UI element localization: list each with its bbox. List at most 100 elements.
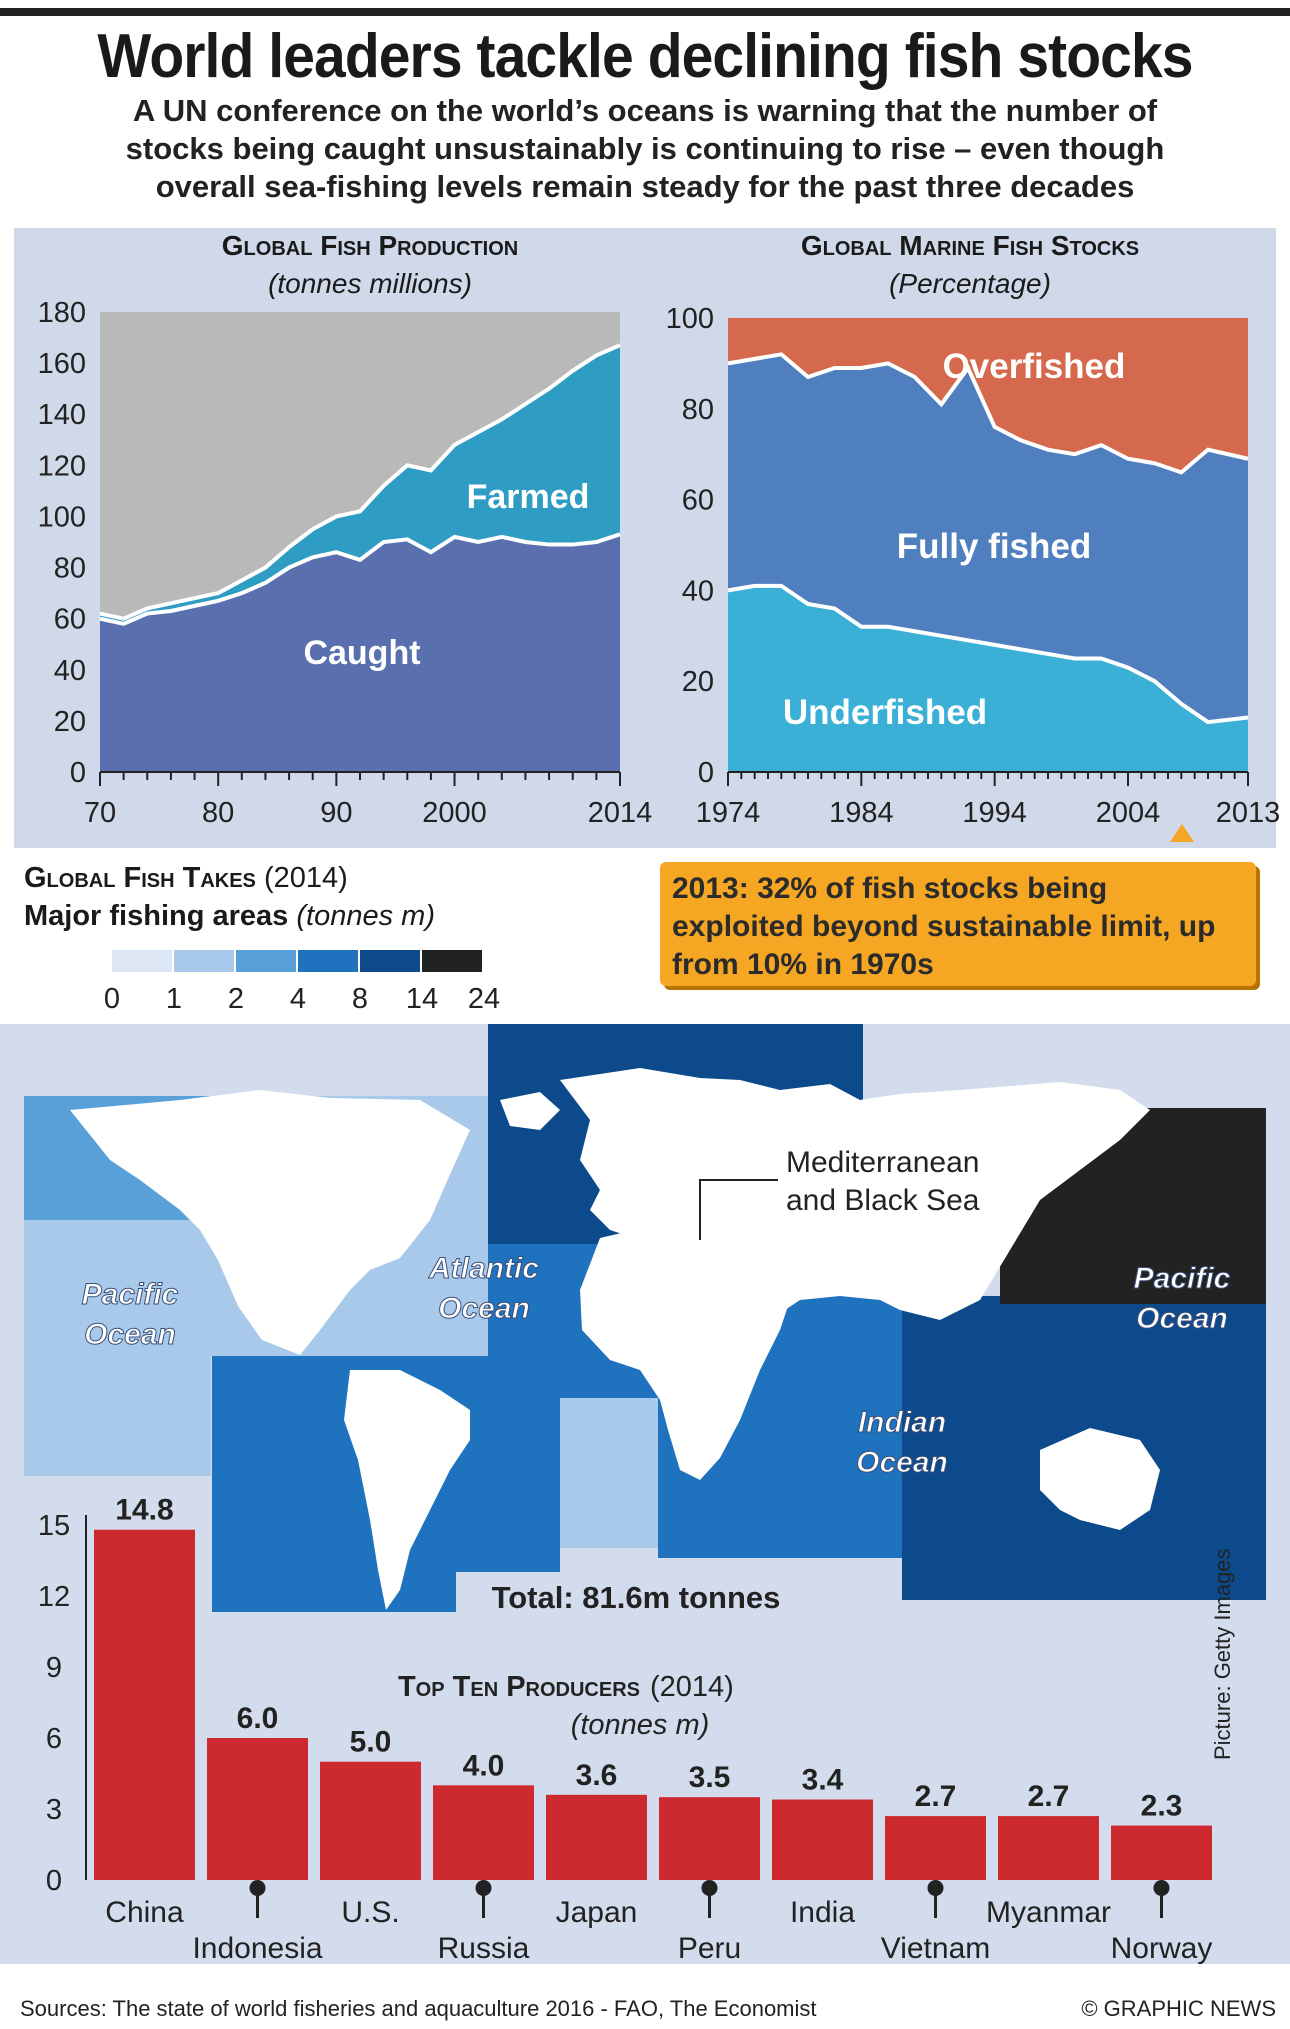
continents xyxy=(70,1068,1160,1610)
production-y-tick: 100 xyxy=(38,501,86,533)
indian-label-1: Indian xyxy=(858,1406,946,1439)
subtitle-line: A UN conference on the world’s oceans is… xyxy=(132,93,1158,128)
bar xyxy=(1111,1825,1212,1880)
stocks-y-tick: 40 xyxy=(682,575,714,607)
stocks-y-tick: 80 xyxy=(682,394,714,426)
bar-value-label: 2.7 xyxy=(915,1780,957,1813)
production-x-tick: 2000 xyxy=(422,797,487,829)
pacific-east-label-2: Ocean xyxy=(1136,1302,1228,1335)
production-x-tick: 80 xyxy=(202,797,234,829)
bar-chart-year: (2014) xyxy=(650,1671,734,1703)
bar-category-label: Vietnam xyxy=(881,1932,991,1965)
ocean-labels: Pacific Ocean Atlantic Ocean Indian Ocea… xyxy=(81,1252,1231,1480)
production-y-tick: 180 xyxy=(38,297,86,329)
production-y-tick: 160 xyxy=(38,348,86,380)
stocks-y-tick: 100 xyxy=(666,303,714,335)
production-y-tick: 120 xyxy=(38,450,86,482)
total-label-bg xyxy=(456,1572,816,1618)
overfished-label: Overfished xyxy=(943,347,1126,386)
bar xyxy=(885,1816,986,1880)
map-legend-unit: (tonnes m) xyxy=(296,900,435,932)
page-subtitle: A UN conference on the world’s oceans is… xyxy=(0,92,1290,206)
fully-fished-label: Fully fished xyxy=(897,527,1091,566)
bar-category-label: India xyxy=(790,1896,855,1929)
production-x-tick: 90 xyxy=(320,797,352,829)
production-y-tick: 140 xyxy=(38,399,86,431)
legend-swatch xyxy=(112,950,172,972)
bar xyxy=(546,1794,647,1880)
bar xyxy=(207,1738,308,1880)
atlantic-label-2: Ocean xyxy=(438,1292,530,1325)
legend-tick: 2 xyxy=(228,983,244,1010)
pacific-west-label-1: Pacific xyxy=(82,1278,179,1311)
production-y-tick: 20 xyxy=(54,706,86,738)
bar-category-label: Peru xyxy=(678,1932,741,1965)
stocks-x-tick: 1974 xyxy=(696,797,761,829)
production-x-tick: 70 xyxy=(84,797,116,829)
atlantic-label-1: Atlantic xyxy=(428,1252,539,1285)
production-x-tick: 2014 xyxy=(588,797,653,829)
stocks-chart-title: Global Marine Fish Stocks xyxy=(800,230,1140,261)
legend-swatch xyxy=(422,950,482,972)
page-title: World leaders tackle declining fish stoc… xyxy=(97,22,1193,91)
greenland xyxy=(500,1092,560,1130)
stocks-x-tick: 1984 xyxy=(829,797,894,829)
zone-pacific-ne xyxy=(24,1220,211,1476)
caught-label: Caught xyxy=(303,634,420,672)
bar-value-label: 6.0 xyxy=(237,1702,279,1735)
production-y-tick: 40 xyxy=(54,655,86,687)
legend-tick: 24 xyxy=(468,983,500,1010)
bar-y-tick: 6 xyxy=(46,1723,62,1755)
underfished-line xyxy=(727,583,1249,725)
map-legend-sub: Major fishing areas xyxy=(24,900,289,932)
legend-swatch xyxy=(360,950,420,972)
legend-tick: 1 xyxy=(166,983,182,1010)
map-legend-subtitle: Major fishing areas (tonnes m) xyxy=(24,900,435,933)
callout-box: 2013: 32% of fish stocks being exploited… xyxy=(660,862,1256,986)
bar-value-label: 4.0 xyxy=(463,1749,505,1782)
stocks-y-tick: 60 xyxy=(682,485,714,517)
med-label-1: Mediterranean xyxy=(786,1146,979,1179)
bar-y-tick: 12 xyxy=(38,1581,70,1613)
pacific-west-label-2: Ocean xyxy=(84,1318,176,1351)
credit-note: © GRAPHIC NEWS xyxy=(1081,1996,1276,2021)
bar-chart-title: Top Ten Producers xyxy=(398,1671,640,1703)
legend-swatch xyxy=(236,950,296,972)
indian-label-2: Ocean xyxy=(856,1446,948,1479)
legend-swatch xyxy=(174,950,234,972)
picture-credit: Picture: Getty Images xyxy=(1210,1548,1235,1760)
map-legend-year: (2014) xyxy=(263,862,348,894)
map-legend-heading: Global Fish Takes xyxy=(24,862,256,894)
legend-tick: 4 xyxy=(290,983,306,1010)
pacific-east-label-1: Pacific xyxy=(1134,1262,1231,1295)
top-rule xyxy=(0,8,1290,16)
stocks-chart: 0 20 40 60 80 100 1974 1984 1994 2004 2013 Overfish… xyxy=(666,303,1280,842)
bar-y-tick: 3 xyxy=(46,1794,62,1826)
sources-note: Sources: The state of world fisheries an… xyxy=(20,1996,817,2021)
bar-value-label: 5.0 xyxy=(350,1726,392,1759)
bar-category-label: U.S. xyxy=(341,1896,399,1929)
stocks-chart-subtitle: (Percentage) xyxy=(889,268,1051,299)
subtitle-line: overall sea-fishing levels remain steady… xyxy=(155,169,1135,204)
caught-area xyxy=(100,534,620,772)
bar xyxy=(94,1529,195,1880)
africa xyxy=(580,1224,790,1480)
subtitle-line: stocks being caught unsustainably is con… xyxy=(125,131,1165,166)
bar-value-label: 2.7 xyxy=(1028,1780,1070,1813)
farmed-area xyxy=(100,345,620,624)
stocks-x-tick: 1994 xyxy=(962,797,1027,829)
bar xyxy=(659,1797,760,1880)
total-label: Total: 81.6m tonnes xyxy=(492,1580,781,1615)
production-chart: 0 20 40 60 80 100 120 140 160 180 70 80 90 2000 2014 Fa… xyxy=(38,297,653,829)
legend-tick: 0 xyxy=(104,983,120,1010)
production-chart-title: Global Fish Production xyxy=(221,230,519,261)
production-y-tick: 0 xyxy=(70,757,86,789)
map-legend-title: Global Fish Takes (2014) xyxy=(24,862,348,895)
bar-category-label: Indonesia xyxy=(192,1932,322,1965)
farmed-line xyxy=(99,343,621,621)
bar-chart-subtitle: (tonnes m) xyxy=(571,1709,710,1741)
farmed-label: Farmed xyxy=(467,478,590,516)
australia xyxy=(1040,1428,1160,1530)
legend-swatch xyxy=(298,950,358,972)
